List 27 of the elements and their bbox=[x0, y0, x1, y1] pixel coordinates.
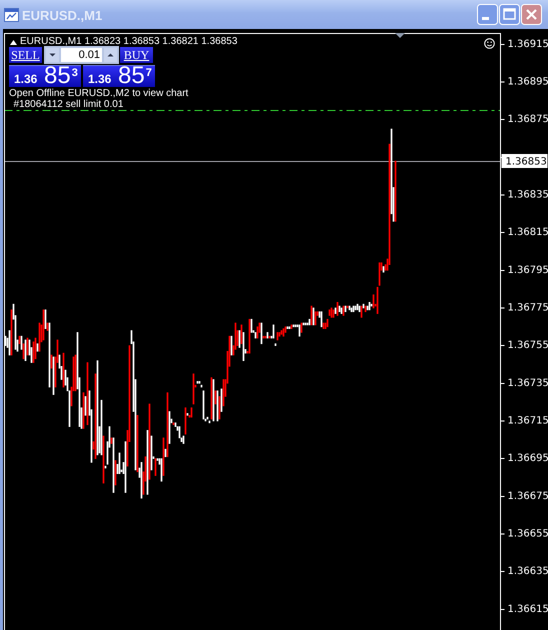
buy-price-box: 1.36 85$^{7}$ bbox=[83, 65, 155, 87]
y-tick-label: 1.36875 bbox=[508, 114, 548, 126]
y-tick-label: 1.36775 bbox=[508, 302, 548, 314]
y-tick-label: 1.36915 bbox=[508, 38, 548, 50]
annotation: Open Offline EURUSD.,M2 to view chart bbox=[9, 88, 188, 100]
chart-title: EURUSD.,M1 bbox=[22, 8, 102, 23]
ref-line-label: 1.36853 bbox=[506, 156, 547, 168]
ref-line-label: #18064112 sell limit 0.01 bbox=[14, 99, 124, 110]
sell-button: SELL bbox=[9, 47, 42, 63]
y-tick-label: 1.36895 bbox=[508, 76, 548, 88]
y-tick-label: 1.36815 bbox=[508, 227, 548, 238]
lot-field: 0.01 bbox=[61, 48, 102, 62]
y-tick-label: 1.36795 bbox=[508, 264, 548, 276]
sell-price-box: 1.36 85$^{3}$ bbox=[9, 65, 81, 87]
annotation: 1.36 85$^{3}$ bbox=[14, 62, 78, 89]
y-tick-label: 1.36735 bbox=[508, 378, 548, 389]
y-tick-label: 1.36655 bbox=[508, 528, 548, 540]
y-tick-label: 1.36835 bbox=[508, 190, 548, 201]
buy-button: BUY bbox=[120, 47, 153, 63]
chart-subtitle: EURUSD.,M1 1.36823 1.36853 1.36821 1.36853 bbox=[20, 36, 238, 48]
y-tick-label: 1.36695 bbox=[508, 453, 548, 464]
y-tick-label: 1.36715 bbox=[508, 416, 548, 427]
y-tick-label: 1.36635 bbox=[508, 566, 548, 578]
y-tick-label: 1.36615 bbox=[508, 604, 548, 615]
y-tick-label: 1.36675 bbox=[508, 490, 548, 502]
y-tick-label: 1.36755 bbox=[508, 340, 548, 352]
annotation: 1.36 85$^{7}$ bbox=[88, 62, 152, 89]
